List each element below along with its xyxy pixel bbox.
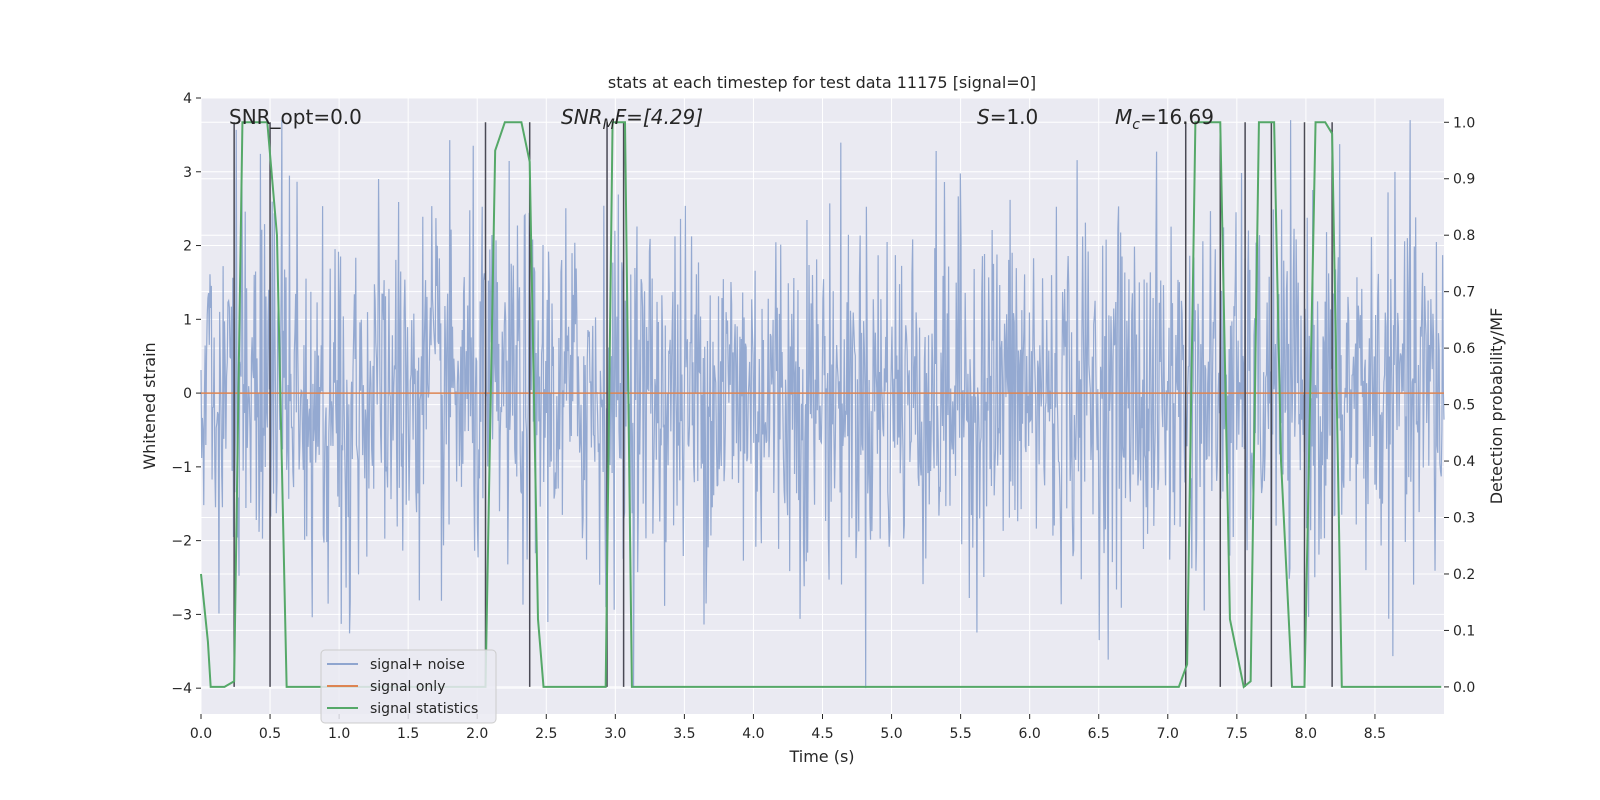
signal-statistics-line bbox=[200, 121, 1442, 689]
x-tick-label: 6.0 bbox=[1019, 726, 1041, 742]
x-tick-label: 7.0 bbox=[1157, 726, 1179, 742]
x-tick-label: 6.5 bbox=[1088, 726, 1110, 742]
y2-tick-label: 0.5 bbox=[1453, 398, 1475, 414]
y2-tick-label: 0.3 bbox=[1453, 511, 1475, 527]
y2-tick-label: 0.9 bbox=[1453, 172, 1475, 188]
y-tick-label: 4 bbox=[183, 91, 192, 107]
y2-tick-label: 0.6 bbox=[1453, 341, 1475, 357]
x-tick-label: 3.5 bbox=[673, 726, 695, 742]
y-tick-label: −3 bbox=[171, 607, 192, 623]
x-tick-label: 8.0 bbox=[1295, 726, 1317, 742]
y2-tick-label: 0.4 bbox=[1453, 454, 1475, 470]
annotation-mc: Mc=16.69 bbox=[1115, 105, 1214, 133]
y2-tick-label: 0.2 bbox=[1453, 567, 1475, 583]
y2-tick-label: 1.0 bbox=[1453, 115, 1475, 131]
noise-trace bbox=[200, 120, 1445, 689]
y-tick-label: −1 bbox=[171, 460, 192, 476]
legend-label-signal-noise: signal+ noise bbox=[370, 657, 465, 673]
x-tick-label: 5.5 bbox=[949, 726, 971, 742]
y2-tick-label: 0.0 bbox=[1453, 680, 1475, 696]
x-tick-label: 1.5 bbox=[397, 726, 419, 742]
x-tick-label: 8.5 bbox=[1364, 726, 1386, 742]
annotation-snr-mf: SNRMF=[4.29] bbox=[561, 105, 703, 133]
y-tick-label: 3 bbox=[183, 165, 192, 181]
x-tick-label: 3.0 bbox=[604, 726, 626, 742]
x-tick-label: 0.5 bbox=[259, 726, 281, 742]
x-tick-label: 2.0 bbox=[466, 726, 488, 742]
legend-label-signal-only: signal only bbox=[370, 679, 445, 695]
annotation-s: S=1.0 bbox=[977, 105, 1038, 129]
x-tick-label: 4.5 bbox=[811, 726, 833, 742]
x-axis-label: Time (s) bbox=[788, 747, 854, 766]
legend-box bbox=[320, 649, 497, 724]
annotation-snr-opt: SNR_opt=0.0 bbox=[229, 105, 362, 129]
x-tick-label: 7.5 bbox=[1226, 726, 1248, 742]
y2-axis-label: Detection probability/MF bbox=[1487, 308, 1506, 505]
legend: signal+ noise signal only signal statist… bbox=[320, 649, 497, 724]
chart-title: stats at each timestep for test data 111… bbox=[608, 73, 1036, 92]
y-tick-label: −4 bbox=[171, 681, 192, 697]
y-axis-ticks: 4 3 2 1 0 −1 −2 −3 −4 bbox=[171, 91, 201, 697]
x-axis-ticks: 0.0 0.5 1.0 1.5 2.0 2.5 3.0 3.5 4.0 4.5 5.0 5.5 6.0 6… bbox=[190, 714, 1386, 742]
x-tick-label: 5.0 bbox=[880, 726, 902, 742]
y-tick-label: 1 bbox=[183, 312, 192, 328]
signal-noise-series bbox=[200, 120, 1445, 689]
y2-tick-label: 0.8 bbox=[1453, 228, 1475, 244]
y2-tick-label: 0.1 bbox=[1453, 623, 1475, 639]
y-tick-label: 0 bbox=[183, 386, 192, 402]
x-tick-label: 2.5 bbox=[535, 726, 557, 742]
y2-tick-label: 0.7 bbox=[1453, 285, 1475, 301]
legend-label-signal-statistics: signal statistics bbox=[370, 701, 478, 717]
x-tick-label: 0.0 bbox=[190, 726, 212, 742]
y-axis-label: Whitened strain bbox=[140, 342, 159, 469]
vertical-marker-lines bbox=[233, 122, 1333, 687]
y-tick-label: 2 bbox=[183, 239, 192, 255]
x-tick-label: 1.0 bbox=[328, 726, 350, 742]
y2-axis-ticks: 1.0 0.9 0.8 0.7 0.6 0.5 0.4 0.3 0.2 0.1 0.0 bbox=[1444, 115, 1475, 696]
x-tick-label: 4.0 bbox=[742, 726, 764, 742]
y-tick-label: −2 bbox=[171, 534, 192, 550]
